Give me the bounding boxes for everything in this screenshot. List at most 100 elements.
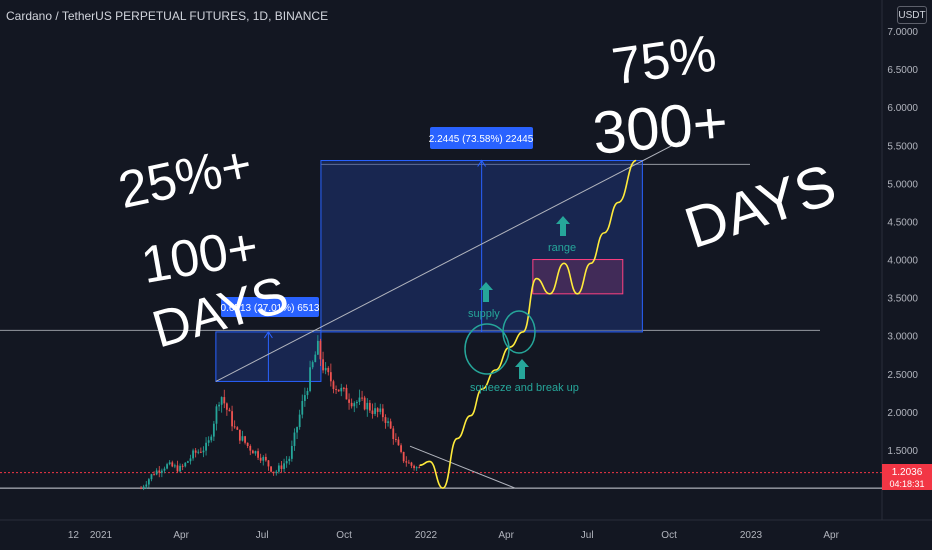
candle-body — [163, 468, 166, 471]
projection-path — [419, 159, 637, 489]
candle-body — [259, 457, 262, 461]
candle-body — [220, 397, 223, 405]
candle-body — [186, 461, 189, 463]
candle-body — [358, 397, 361, 402]
handwritten-left-1: 25%+ — [114, 135, 258, 220]
candle-body — [371, 410, 374, 414]
candle-body — [348, 399, 350, 403]
candle-body — [293, 432, 296, 446]
candle-body — [244, 436, 246, 443]
candle-body — [160, 470, 163, 473]
candle-body — [345, 387, 348, 400]
price-tick-label: 2.5000 — [887, 370, 918, 381]
time-tick-label: Apr — [498, 530, 514, 541]
squeeze-arrow — [515, 359, 529, 379]
candle-body — [376, 408, 379, 412]
candle-body — [407, 462, 410, 464]
candle-body — [296, 427, 298, 433]
candle-body — [236, 427, 239, 430]
measurement-arrowhead — [263, 331, 273, 339]
candle-body — [368, 402, 371, 411]
candle-body — [418, 467, 421, 469]
candle-body — [184, 462, 187, 467]
time-tick-label: 2021 — [90, 530, 113, 541]
chart-title: Cardano / TetherUS PERPETUAL FUTURES, 1D… — [6, 9, 329, 23]
candle-body — [192, 450, 194, 459]
candle-body — [215, 406, 218, 424]
handwritten-note-left: 25%+ 100+ DAYS — [114, 135, 295, 359]
time-tick-label: Apr — [173, 530, 189, 541]
candle-body — [158, 470, 161, 473]
candle-body — [171, 462, 174, 467]
time-tick-label: 2022 — [415, 530, 438, 541]
measurement-label-2: 2.2445 (73.58%) 22445 — [429, 134, 534, 145]
candle-body — [301, 400, 304, 415]
candle-body — [392, 428, 395, 440]
price-tick-label: 3.5000 — [887, 294, 918, 305]
candle-body — [233, 426, 236, 428]
candle-body — [329, 372, 332, 382]
candle-body — [387, 421, 389, 423]
candle-body — [197, 451, 200, 453]
time-tick-label: 2023 — [740, 530, 763, 541]
candle-body — [381, 408, 384, 418]
last-price-countdown: 04:18:31 — [889, 479, 924, 489]
plot-area — [0, 141, 882, 491]
price-tick-label: 4.5000 — [887, 217, 918, 228]
candle-body — [246, 442, 249, 446]
range-label: range — [548, 242, 576, 254]
last-price-badge: 1.2036 04:18:31 — [882, 464, 932, 490]
candle-body — [225, 403, 228, 410]
time-tick-label: Apr — [823, 530, 839, 541]
candle-body — [327, 367, 330, 373]
candle-body — [145, 484, 148, 487]
handwritten-right-3: DAYS — [677, 152, 843, 261]
candle-body — [176, 465, 179, 472]
candle-body — [322, 359, 324, 371]
candle-body — [231, 411, 233, 427]
price-tick-label: 6.0000 — [887, 103, 918, 114]
price-tick-label: 7.0000 — [887, 27, 918, 38]
candle-body — [173, 465, 176, 467]
candle-body — [303, 395, 306, 401]
price-tick-label: 6.5000 — [887, 65, 918, 76]
supply-arrow — [479, 282, 493, 302]
candle-body — [374, 408, 376, 414]
downtrend-line — [409, 445, 516, 489]
candle-body — [238, 429, 241, 441]
price-tick-label: 5.5000 — [887, 141, 918, 152]
candle-body — [150, 474, 153, 480]
squeeze-label: squeeze and break up — [470, 382, 579, 394]
currency-button[interactable]: USDT — [897, 6, 927, 24]
measurement-badge-1[interactable]: 0.6513 (27.01%) 6513 — [221, 297, 320, 317]
candle-body — [410, 462, 413, 466]
measurement-badge-2[interactable]: 2.2445 (73.58%) 22445 — [429, 127, 534, 149]
candle-body — [155, 470, 158, 475]
candle-body — [212, 423, 215, 437]
handwritten-right-2: 300+ — [590, 88, 730, 167]
candle-body — [168, 462, 171, 465]
candle-body — [306, 390, 309, 396]
candle-body — [314, 354, 317, 363]
price-axis[interactable]: 7.0000 6.5000 6.0000 5.5000 5.0000 4.5000 4.00… — [881, 0, 918, 520]
candle-body — [181, 465, 184, 467]
candle-body — [223, 397, 226, 404]
candle-body — [361, 397, 363, 399]
price-tick-label: 4.0000 — [887, 256, 918, 267]
price-tick-label: 1.5000 — [887, 446, 918, 457]
candle-body — [332, 381, 335, 390]
candle-body — [166, 464, 168, 469]
supply-label: supply — [468, 308, 500, 320]
candle-body — [140, 488, 142, 490]
candle-body — [405, 461, 408, 463]
range-box — [532, 259, 624, 295]
candle-body — [283, 463, 285, 469]
candle-body — [324, 367, 327, 371]
candle-body — [147, 479, 150, 485]
candle-body — [228, 409, 231, 412]
trend-line — [215, 141, 681, 382]
candle-body — [257, 451, 259, 458]
candle-body — [267, 460, 270, 467]
time-axis[interactable]: 12 2021 Apr Jul Oct 2022 Apr Jul Oct 2023 Apr — [0, 519, 932, 541]
